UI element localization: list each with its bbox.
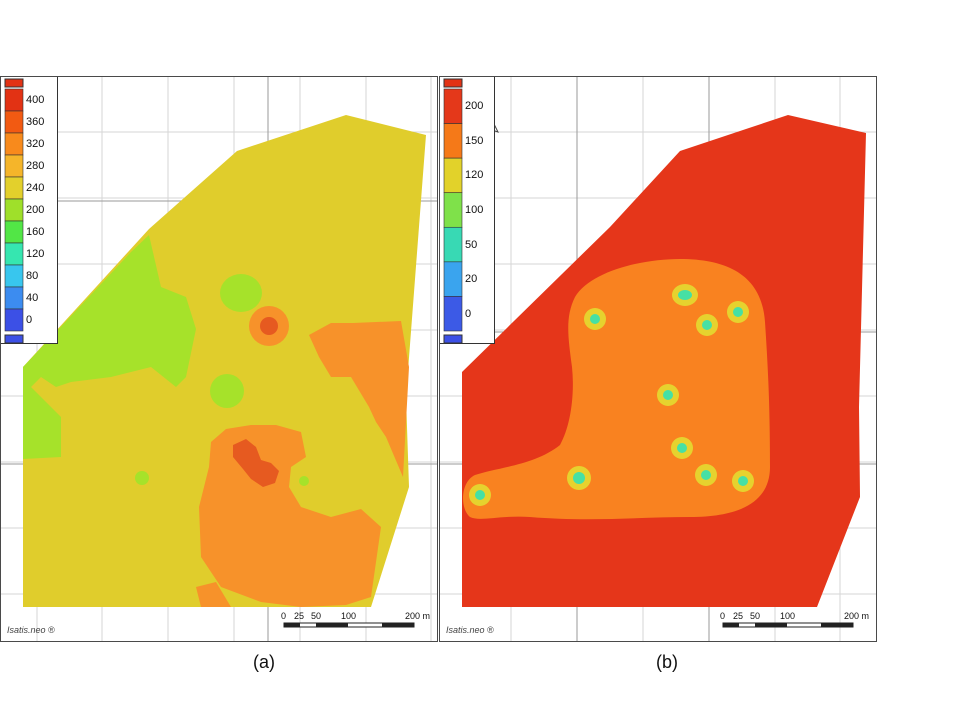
caption-b: (b) xyxy=(656,652,678,672)
estimate-zone-orange xyxy=(463,259,770,520)
legend-label: 120 xyxy=(465,169,484,182)
legend-label: 200 xyxy=(26,204,45,216)
sample-point-core xyxy=(702,320,712,330)
sample-point-core xyxy=(663,390,673,400)
legend-swatch xyxy=(443,192,463,228)
legend-swatch xyxy=(4,154,24,178)
legend-end-cap xyxy=(4,334,24,343)
legend-label: 100 xyxy=(465,204,484,216)
scale-label: 25 xyxy=(294,611,305,621)
scale-label: 50 xyxy=(311,611,322,621)
legend-label: 200 xyxy=(465,100,484,113)
color-legend-a: 400 360 320 280 240 200 160 120 80 40 0 xyxy=(1,77,58,344)
legend-swatch xyxy=(443,226,463,263)
legend-swatch xyxy=(4,242,24,266)
map-panel-a: 0 25 50 100 200 m Isatis.neo ® 400 360 320… xyxy=(0,76,438,642)
estimate-zone-green xyxy=(135,471,149,485)
legend-swatch xyxy=(4,308,24,332)
legend-label: 0 xyxy=(465,307,472,320)
legend-swatch xyxy=(4,110,24,134)
legend-label: 160 xyxy=(26,226,45,238)
legend-swatch xyxy=(4,286,24,310)
sample-point-core xyxy=(590,314,600,324)
map-canvas-a xyxy=(1,77,437,641)
scale-label: 50 xyxy=(750,611,761,621)
estimate-zone-green xyxy=(299,476,309,486)
scale-bar-a xyxy=(283,622,415,628)
estimate-zone-green xyxy=(210,374,244,408)
map-panel-b: 0 25 50 100 200 m Isatis.neo ® 200 150 120… xyxy=(439,76,877,642)
legend-label: 120 xyxy=(26,248,45,260)
estimate-zone-base xyxy=(23,115,426,607)
legend-label: 50 xyxy=(465,238,478,251)
legend-swatch xyxy=(443,261,463,297)
watermark-b: Isatis.neo ® xyxy=(446,625,494,635)
legend-color-bar-b xyxy=(443,78,463,343)
legend-color-bar-a xyxy=(4,78,24,343)
legend-swatch xyxy=(443,123,463,159)
legend-label: 150 xyxy=(465,134,484,147)
legend-label: 280 xyxy=(26,160,45,172)
legend-swatch xyxy=(4,132,24,156)
scale-label: 0 xyxy=(281,611,287,621)
estimate-zone-red xyxy=(260,317,278,335)
caption-a: (a) xyxy=(253,652,275,672)
scale-label: 0 xyxy=(720,611,726,621)
scale-label: 100 xyxy=(341,611,357,621)
legend-end-cap xyxy=(443,78,463,88)
legend-label: 360 xyxy=(26,116,45,128)
estimate-zone-green xyxy=(23,235,196,459)
estimate-zone-orange xyxy=(196,582,231,607)
legend-end-cap xyxy=(4,78,24,88)
legend-label: 320 xyxy=(26,138,45,150)
legend-swatch xyxy=(4,198,24,222)
map-canvas-b xyxy=(440,77,876,641)
legend-label: 80 xyxy=(26,270,39,282)
legend-swatch xyxy=(4,220,24,244)
sample-point-core xyxy=(475,490,485,500)
legend-swatch xyxy=(4,176,24,200)
estimate-zone-green xyxy=(220,274,262,312)
sample-point-core xyxy=(677,443,687,453)
scale-label: 25 xyxy=(733,611,744,621)
scale-label: 100 xyxy=(780,611,796,621)
sample-point-core xyxy=(738,476,748,486)
sample-points-b xyxy=(469,284,754,506)
estimate-zone-orange xyxy=(309,321,409,477)
legend-label: 20 xyxy=(465,273,478,286)
legend-end-cap xyxy=(443,334,463,343)
legend-swatch xyxy=(443,296,463,332)
estimate-zone-red xyxy=(233,439,279,487)
legend-swatch xyxy=(4,88,24,112)
scale-label: 200 m xyxy=(405,611,431,621)
watermark-a: Isatis.neo ® xyxy=(7,625,55,635)
legend-label: 40 xyxy=(26,292,39,304)
legend-label: 0 xyxy=(26,314,33,326)
legend-swatch xyxy=(443,88,463,124)
legend-label: 240 xyxy=(26,182,45,194)
sample-point-core xyxy=(678,290,692,300)
legend-swatch xyxy=(4,264,24,288)
legend-swatch xyxy=(443,157,463,194)
sample-point-core xyxy=(733,307,743,317)
sample-point-core xyxy=(573,472,585,484)
sample-point-core xyxy=(701,470,711,480)
scale-label: 200 m xyxy=(844,611,870,621)
scale-bar-b xyxy=(722,622,854,628)
legend-label: 400 xyxy=(26,94,45,106)
color-legend-b: 200 150 120 100 50 20 0 xyxy=(440,77,495,344)
